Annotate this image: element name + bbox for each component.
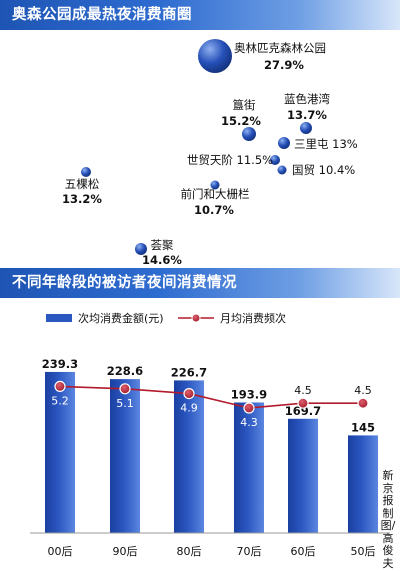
bubble-name-7: 前门和大栅栏 <box>181 187 250 201</box>
legend-line-marker <box>191 313 201 323</box>
line-marker-4 <box>297 397 309 409</box>
legend-line-label: 月均消费频次 <box>220 311 286 325</box>
bar-chart-title: 不同年龄段的被访者夜间消费情况 <box>0 268 400 298</box>
bubble-name-8: 荟聚 <box>151 238 174 252</box>
bubble-name-2: 簋街 <box>233 98 256 112</box>
bar-value-3: 193.9 <box>231 387 267 401</box>
bubble-value-8: 14.6% <box>142 253 182 267</box>
bubble-value-7: 10.7% <box>194 203 234 217</box>
line-marker-5 <box>357 397 369 409</box>
bubble-7 <box>210 180 220 190</box>
bar-4 <box>288 418 318 533</box>
line-value-4: 4.5 <box>294 384 312 397</box>
x-tick-label-1: 90后 <box>113 545 138 558</box>
legend-bar-label: 次均消费金额(元) <box>78 311 164 325</box>
bar-2 <box>174 380 204 533</box>
bar-value-2: 226.7 <box>171 365 207 379</box>
credit-text: 新京报制图/高俊夫 <box>380 469 396 570</box>
bar-5 <box>348 435 378 533</box>
bubble-label-4: 世贸天阶 11.5% <box>187 153 273 167</box>
bubble-6 <box>81 167 91 177</box>
frequency-line <box>59 385 363 409</box>
line-value-3: 4.3 <box>240 416 258 429</box>
bar-value-0: 239.3 <box>42 357 78 371</box>
bar-1 <box>110 379 140 533</box>
bubble-chart-title: 奥森公园成最热夜消费商圈 <box>0 0 400 30</box>
line-value-1: 5.1 <box>116 397 134 410</box>
x-tick-label-3: 70后 <box>237 545 262 558</box>
bar-value-5: 145 <box>351 420 375 434</box>
bubble-8 <box>135 243 147 255</box>
bubble-label-5: 国贸 10.4% <box>292 163 355 177</box>
x-tick-label-5: 50后 <box>351 545 376 558</box>
line-marker-1 <box>119 383 131 395</box>
bar-3 <box>234 402 264 533</box>
bar-line-chart: 次均消费金额(元) 月均消费频次 239.3 00后 228.6 90后 226.7 80后 1… <box>30 311 390 558</box>
bubble-label-3: 三里屯 13% <box>294 137 358 151</box>
bar-0 <box>45 371 75 533</box>
bubble-4 <box>270 155 280 165</box>
bubble-chart: 奥林匹克森林公园 27.9% 蓝色港湾 13.7% 簋街 15.2% 三里屯 13% 世贸天阶… <box>62 39 358 267</box>
bubble-0 <box>198 39 232 73</box>
x-tick-label-0: 00后 <box>48 545 73 558</box>
line-marker-2 <box>183 387 195 400</box>
bar-value-1: 228.6 <box>107 364 143 378</box>
x-tick-label-2: 80后 <box>177 545 202 558</box>
bubble-value-6: 13.2% <box>62 192 102 206</box>
bubble-5 <box>277 165 287 175</box>
line-value-2: 4.9 <box>180 402 198 415</box>
bubble-1 <box>300 122 312 134</box>
bubble-value-0: 27.9% <box>264 58 304 72</box>
line-value-5: 4.5 <box>354 384 372 397</box>
bubble-value-2: 15.2% <box>221 114 261 128</box>
x-tick-label-4: 60后 <box>291 545 316 558</box>
bubble-value-1: 13.7% <box>287 108 327 122</box>
line-marker-3 <box>243 402 255 414</box>
bubble-3 <box>278 137 290 149</box>
line-value-0: 5.2 <box>51 394 69 407</box>
bubble-name-1: 蓝色港湾 <box>284 92 330 106</box>
legend-bar-swatch <box>46 314 72 322</box>
line-marker-0 <box>54 380 66 393</box>
bar-value-4: 169.7 <box>285 404 321 418</box>
bubble-name-0: 奥林匹克森林公园 <box>234 41 326 55</box>
bubble-name-6: 五棵松 <box>65 177 100 191</box>
bubble-2 <box>242 127 256 141</box>
